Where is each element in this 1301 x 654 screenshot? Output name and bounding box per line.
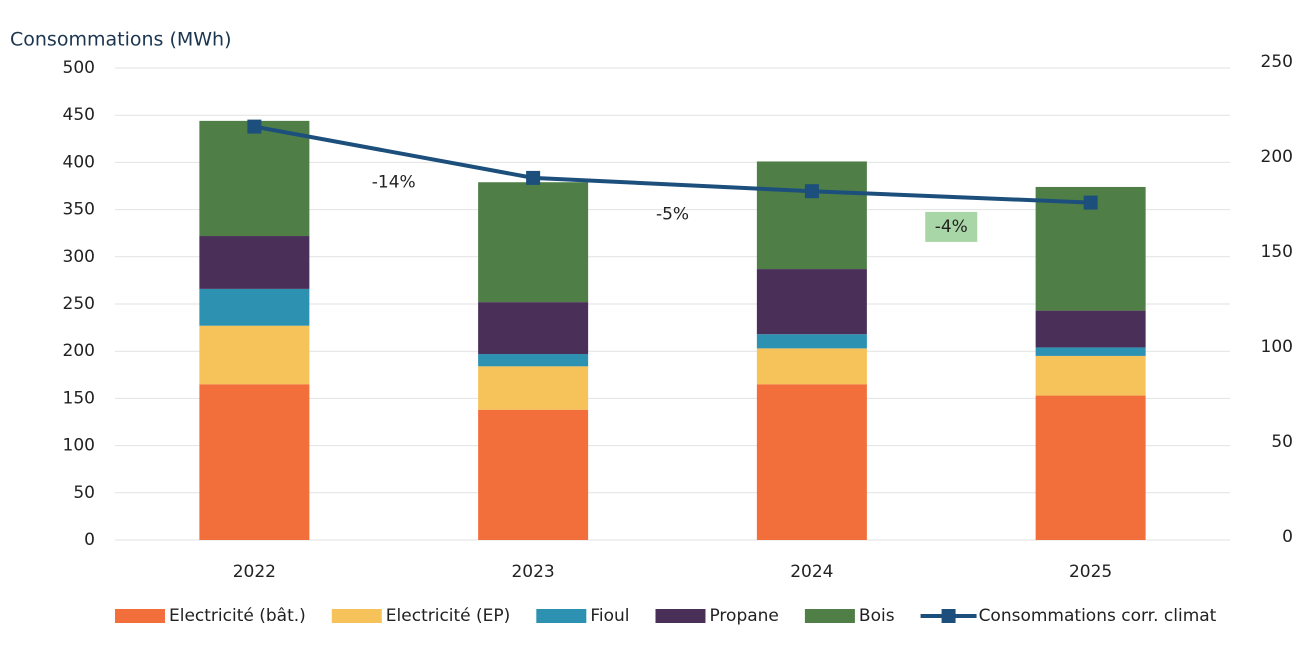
legend-label: Consommations corr. climat [979, 606, 1217, 626]
legend-swatch [655, 609, 706, 623]
legend-label: Electricité (bât.) [169, 606, 306, 626]
bar-segment [478, 302, 589, 355]
y2-tick-label: 0 [1282, 527, 1293, 547]
bar-segment [756, 334, 867, 349]
chart-title: Consommations (MWh) [10, 29, 232, 51]
legend-swatch [115, 609, 165, 623]
y-tick-label: 200 [63, 341, 95, 361]
annotation: -14% [372, 172, 416, 192]
legend-marker [941, 609, 956, 623]
legend-swatch [536, 609, 587, 623]
bar-segment [199, 236, 310, 289]
line [254, 124, 1091, 205]
bar-segment [1035, 310, 1146, 348]
legend-label: Propane [709, 606, 778, 626]
bar-segment [199, 120, 310, 237]
y-tick-label: 100 [63, 436, 95, 456]
line-marker [804, 184, 819, 199]
y-tick-label: 450 [63, 105, 95, 125]
annotation-highlight [925, 211, 978, 242]
y-tick-label: 0 [84, 530, 95, 550]
bar-segment [1035, 355, 1146, 396]
y2-tick-label: 100 [1261, 337, 1293, 357]
line-marker [247, 119, 262, 134]
x-tick-label: 2023 [511, 562, 554, 582]
y-tick-label: 300 [63, 247, 95, 267]
y-tick-label: 400 [63, 152, 95, 172]
bar-segment [1035, 347, 1146, 356]
x-tick-label: 2025 [1069, 562, 1112, 582]
annotation: -4% [935, 217, 968, 237]
y2-tick-label: 150 [1261, 242, 1293, 262]
y2-tick-label: 50 [1271, 432, 1293, 452]
y-tick-label: 250 [63, 294, 95, 314]
bar-segment [478, 182, 589, 303]
y-tick-label: 150 [63, 388, 95, 408]
y-tick-label: 50 [73, 483, 95, 503]
y-tick-label: 350 [63, 200, 95, 220]
x-tick-label: 2024 [790, 562, 833, 582]
line-marker [1083, 195, 1098, 210]
legend-label: Fioul [590, 606, 629, 626]
x-tick-label: 2022 [233, 562, 276, 582]
y2-tick-label: 200 [1261, 147, 1293, 167]
bar-segment [199, 288, 310, 326]
bar-segment [756, 348, 867, 385]
line-marker [526, 170, 541, 185]
legend-swatch [331, 609, 382, 623]
legend-swatch [804, 609, 855, 623]
legend-label: Bois [859, 606, 895, 626]
y-tick-label: 500 [63, 58, 95, 78]
bar-segment [478, 354, 589, 367]
bar-segment [478, 366, 589, 410]
bar-segment [1035, 395, 1146, 540]
legend-label: Electricité (EP) [386, 606, 511, 626]
bar-segment [199, 384, 310, 540]
bar-segment [756, 161, 867, 270]
bar-segment [756, 269, 867, 335]
bar-segment [478, 409, 589, 540]
y2-tick-label: 250 [1261, 52, 1293, 72]
bar-segment [756, 384, 867, 540]
bar-segment [199, 325, 310, 385]
annotation: -5% [656, 205, 689, 225]
